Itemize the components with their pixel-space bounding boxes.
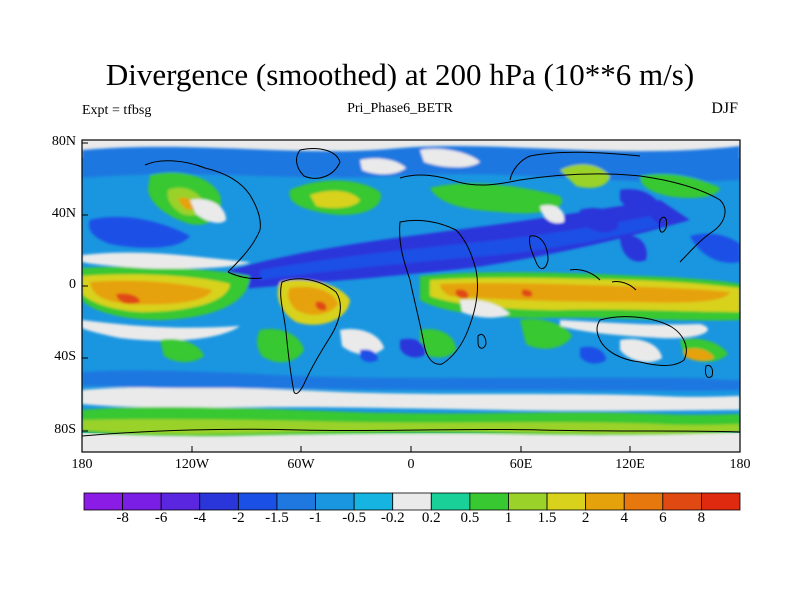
colorbar-box bbox=[662, 492, 702, 511]
colorbar-box bbox=[508, 492, 548, 511]
colorbar-box bbox=[237, 492, 278, 511]
lat-tick-80n: 80N bbox=[51, 134, 76, 149]
colorbar-label: 8 bbox=[697, 510, 706, 526]
lat-tick-80s: 80S bbox=[54, 422, 76, 437]
colorbar-box bbox=[469, 492, 509, 511]
experiment-label: Expt = tfbsg bbox=[82, 103, 152, 118]
colorbar-label: -6 bbox=[154, 510, 168, 526]
lon-tick-60w: 60W bbox=[287, 457, 315, 472]
plot-title: Divergence (smoothed) at 200 hPa (10**6 … bbox=[105, 57, 695, 92]
colorbar-box bbox=[623, 492, 664, 511]
colorbar-label: -8 bbox=[116, 510, 129, 526]
colorbar-box bbox=[585, 492, 625, 511]
colorbar-label: -1.5 bbox=[265, 510, 289, 526]
lat-tick-40s: 40S bbox=[54, 349, 76, 364]
colorbar-label: 0.2 bbox=[421, 510, 441, 526]
colorbar-box bbox=[430, 492, 471, 511]
colorbar-box bbox=[546, 492, 587, 511]
lon-tick-120e: 120E bbox=[615, 457, 645, 472]
colorbar-box bbox=[392, 492, 432, 511]
colorbar-label: -2 bbox=[232, 510, 245, 526]
colorbar-label: 1 bbox=[504, 510, 513, 526]
colorbar-label: -0.2 bbox=[380, 510, 405, 526]
colorbar-box bbox=[353, 492, 394, 511]
colorbar bbox=[83, 492, 741, 511]
lat-tick-40n: 40N bbox=[51, 206, 76, 221]
colorbar-label: 4 bbox=[620, 510, 628, 526]
map-field bbox=[82, 140, 740, 452]
colorbar-label: -1 bbox=[309, 510, 322, 526]
colorbar-label: 2 bbox=[581, 510, 590, 526]
colorbar-box bbox=[701, 492, 741, 511]
axis-ticks bbox=[81, 142, 741, 452]
colorbar-label: 1.5 bbox=[537, 510, 557, 526]
lon-tick-60e: 60E bbox=[509, 457, 533, 472]
lon-tick-120w: 120W bbox=[174, 457, 210, 472]
colorbar-box bbox=[315, 492, 355, 511]
colorbar-label: 0.5 bbox=[460, 510, 480, 526]
colorbar-label: -0.5 bbox=[342, 510, 366, 526]
colorbar-label: -4 bbox=[193, 510, 207, 526]
lon-tick-180e: 180 bbox=[729, 457, 751, 472]
lon-tick-180w: 180 bbox=[71, 457, 93, 472]
lon-tick-0: 0 bbox=[407, 457, 415, 472]
season-label: DJF bbox=[711, 100, 738, 117]
colorbar-box bbox=[83, 492, 123, 511]
colorbar-label: 6 bbox=[659, 510, 667, 526]
colorbar-box bbox=[199, 492, 239, 511]
colorbar-box bbox=[122, 492, 162, 511]
coastlines bbox=[82, 148, 740, 437]
colorbar-box bbox=[160, 492, 201, 511]
colorbar-box bbox=[276, 492, 316, 511]
run-label: Pri_Phase6_BETR bbox=[347, 101, 453, 116]
lat-tick-0: 0 bbox=[69, 277, 76, 292]
